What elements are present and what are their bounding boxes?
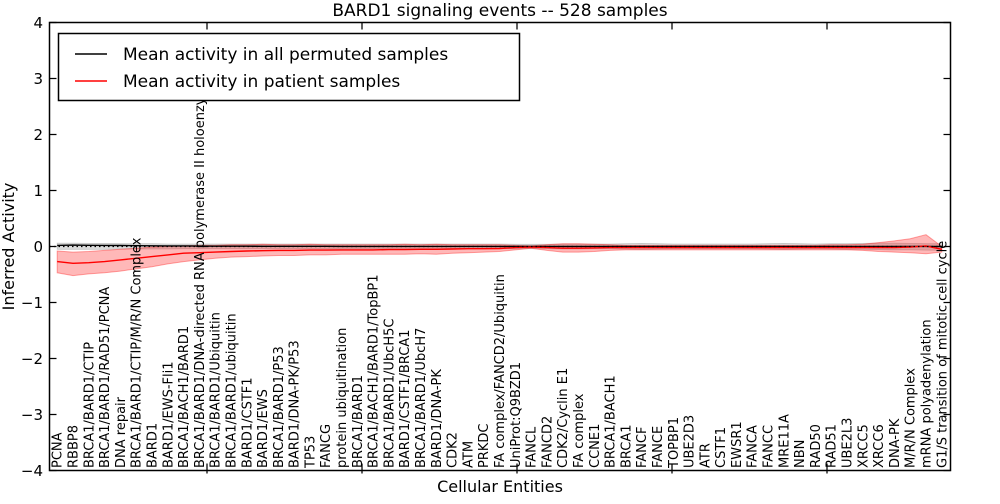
x-category-label: UBE2L3 [841,418,856,468]
x-category-label: BRCA1/BACH1 [604,375,619,468]
x-category-label: BRCA1/BACH1/BARD1/TopBP1 [367,275,382,468]
x-category-label: MRE11A [777,414,792,468]
x-category-label: UBE2D3 [683,415,698,468]
x-category-label: FANCD2 [540,416,555,468]
y-tick-label: 0 [33,238,43,256]
x-category-label: BARD1/CSTF1 [240,377,255,468]
x-category-label: TOPBP1 [667,417,682,469]
y-tick-label: −3 [21,406,43,424]
legend: Mean activity in all permuted samples Me… [57,32,521,102]
x-category-label: BRCA1/BARD1/UbcH5C [382,319,397,468]
x-category-label: M/R/N Complex [904,368,919,468]
x-category-label: EWSR1 [730,421,745,468]
x-category-label: PCNA [51,432,66,468]
x-category-label: protein ubiquitination [335,328,350,468]
x-category-label: TP53 [303,436,318,469]
x-category-label: BRCA1/BARD1 [351,375,366,468]
x-category-label: BRCA1/BARD1/RAD51/PCNA [98,287,113,468]
x-category-label: BRCA1/BARD1/CTIP/M/R/N Complex [130,237,145,468]
x-category-label: G1/S transition of mitotic cell cycle [935,241,950,468]
x-category-label: BARD1 [146,423,161,468]
x-category-label: DNA repair [114,396,129,468]
x-category-label: UniProt:Q9BZD1 [509,362,524,468]
x-category-label: FANCF [635,427,650,468]
x-category-label: ATM [461,441,476,468]
x-category-label: RBBP8 [67,425,82,468]
x-category-label: CDK2/Cyclin E1 [556,368,571,468]
patient-mean-line [57,245,942,265]
x-category-label: FANCE [651,426,666,468]
y-axis-label: Inferred Activity [0,183,18,311]
x-category-label: FANCL [525,426,540,468]
y-tick-label: 4 [33,14,43,32]
legend-border [57,32,521,102]
x-category-label: BARD1/EWS [256,389,271,468]
legend-label-patient: Mean activity in patient samples [123,72,400,92]
x-category-label: BRCA1/BARD1/UbcH7 [414,328,429,468]
x-category-label: BRCA1/BACH1/BARD1 [177,326,192,468]
plot-border [48,21,952,472]
x-category-label: CSTF1 [714,427,729,468]
y-tick-label: −1 [21,294,43,312]
x-category-label: BARD1/EWS-Fli1 [161,362,176,469]
x-category-label: DNA-PK [888,418,903,468]
x-category-label: BRCA1/BARD1/P53 [272,346,287,468]
y-tick-label: 2 [33,126,43,144]
chart-title: BARD1 signaling events -- 528 samples [332,1,667,21]
x-category-label: FANCG [319,424,334,468]
x-category-label: XRCC5 [856,424,871,468]
y-tick-label: 1 [33,182,43,200]
x-axis-label: Cellular Entities [437,477,563,496]
x-category-label: BRCA1/BARD1/DNA-directed RNA polymerase … [193,77,208,468]
x-category-label: RAD50 [809,424,824,468]
x-category-label: BARD1/DNA-PK/P53 [288,340,303,468]
x-category-label: FANCC [762,425,777,468]
x-category-label: BARD1/DNA-PK [430,369,445,468]
legend-label-permuted: Mean activity in all permuted samples [123,45,448,65]
x-category-label: mRNA polyadenylation [920,319,935,468]
x-category-label: FANCA [746,425,761,468]
x-category-label: BRCA1/BARD1/Ubiquitin [209,312,224,468]
x-category-label: BARD1/CSTF1/BRCA1 [398,330,413,468]
x-category-label: BRCA1/BARD1/CTIP [82,342,97,468]
y-tick-label: 3 [33,70,43,88]
x-category-label: PRKDC [477,424,492,468]
x-category-label: BRCA1/BARD1/ubiquitin [225,313,240,468]
x-category-label: RAD51 [825,424,840,468]
y-tick-label: −4 [21,462,43,480]
x-category-label: NBN [793,440,808,468]
x-category-label: XRCC6 [872,424,887,468]
x-category-label: BRCA1 [619,424,634,468]
patient-band [56,234,943,277]
y-tick-label: −2 [21,350,43,368]
x-category-label: CCNE1 [588,424,603,468]
x-category-label: CDK2 [446,432,461,468]
x-category-label: FA complex/FANCD2/Ubiquitin [493,274,508,468]
x-category-label: ATR [698,443,713,468]
x-category-label: FA complex [572,393,587,468]
